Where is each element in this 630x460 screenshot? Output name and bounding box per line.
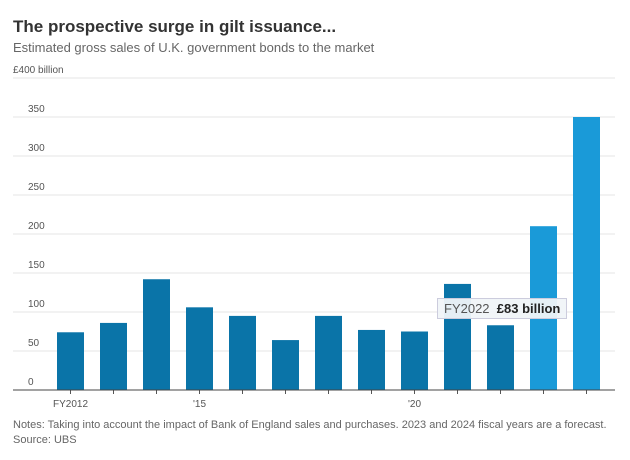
y-tick-label: 350 <box>28 104 45 115</box>
y-tick-label: 50 <box>28 338 40 349</box>
bar <box>487 325 514 390</box>
chart-title: The prospective surge in gilt issuance..… <box>13 17 337 36</box>
bar <box>229 315 256 390</box>
y-tick-label: 300 <box>28 143 45 154</box>
y-tick-label: 0 <box>28 377 34 388</box>
bar <box>315 315 342 390</box>
y-tick-label: 150 <box>28 260 45 271</box>
x-tick-label: '15 <box>193 399 206 410</box>
chart-notes: Notes: Taking into account the impact of… <box>13 418 607 448</box>
bar-chart: 0 50 100 150 200 250 300 350 £400 billion FY2012 '… <box>13 65 615 410</box>
chart-subtitle: Estimated gross sales of U.K. government… <box>13 40 375 55</box>
bar <box>272 340 299 390</box>
x-tick-label: FY2012 <box>53 399 88 410</box>
bar <box>100 322 127 390</box>
bar <box>57 332 84 390</box>
bar <box>186 307 213 390</box>
bar <box>358 329 385 390</box>
source-text: Source: UBS <box>13 434 77 446</box>
y-tick-label: 200 <box>28 221 45 232</box>
tooltip-label: FY2022 <box>444 301 490 317</box>
bar <box>143 279 170 390</box>
tooltip: FY2022 £83 billion <box>437 298 568 320</box>
x-tick-label: '20 <box>408 399 421 410</box>
bar <box>573 117 600 390</box>
y-tick-label: 250 <box>28 182 45 193</box>
y-tick-label: 100 <box>28 299 45 310</box>
tooltip-value: £83 billion <box>496 301 561 317</box>
notes-text: Notes: Taking into account the impact of… <box>13 419 607 431</box>
y-unit-label: £400 billion <box>13 65 64 76</box>
bar <box>401 331 428 390</box>
